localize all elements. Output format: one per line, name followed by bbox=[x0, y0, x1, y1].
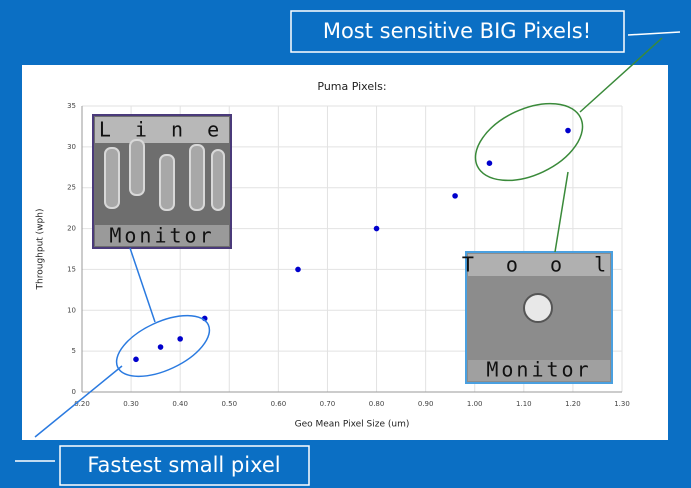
highlight-ellipse bbox=[474, 102, 584, 182]
image-band bbox=[95, 117, 229, 143]
callout-text: Fastest small pixel bbox=[87, 453, 280, 477]
highlight-ellipse bbox=[115, 314, 211, 378]
callout-box bbox=[59, 445, 310, 486]
image-label: Monitor bbox=[109, 224, 214, 248]
y-tick-label: 0 bbox=[72, 388, 76, 396]
data-point bbox=[157, 344, 164, 350]
y-axis-label: Throughput (wph) bbox=[36, 209, 46, 291]
connector bbox=[554, 171, 569, 253]
image-label: T o o l bbox=[462, 253, 616, 277]
x-tick-label: 1.10 bbox=[516, 400, 532, 408]
callout-text: Most sensitive BIG Pixels! bbox=[323, 19, 591, 43]
callout-box bbox=[290, 10, 625, 53]
x-axis-label: Geo Mean Pixel Size (um) bbox=[295, 420, 410, 430]
data-point bbox=[452, 193, 458, 199]
x-tick-label: 0.80 bbox=[369, 400, 385, 408]
image-band bbox=[468, 254, 610, 276]
image-band bbox=[468, 360, 610, 381]
plot-area: 0 5 10 15 20 25 30 35 0.20 0.30 0.40 0.50 0.60 0.70 0.… bbox=[67, 102, 630, 408]
y-tick-label: 15 bbox=[67, 265, 76, 273]
x-tick-label: 0.90 bbox=[418, 400, 434, 408]
data-point bbox=[373, 225, 380, 232]
overlays: L i n e Monitor T o o l Monitor Most sen… bbox=[15, 10, 681, 486]
x-tick-label: 1.00 bbox=[467, 400, 483, 408]
image-label: Monitor bbox=[486, 358, 591, 382]
connector bbox=[129, 247, 156, 323]
y-tick-label: 30 bbox=[67, 143, 76, 151]
x-tick-label: 1.30 bbox=[614, 400, 630, 408]
y-tick-label: 5 bbox=[72, 347, 76, 355]
x-tick-label: 0.50 bbox=[221, 400, 237, 408]
connector bbox=[579, 37, 663, 113]
x-tick-label: 0.30 bbox=[123, 400, 139, 408]
data-point bbox=[486, 160, 493, 166]
y-tick-label: 20 bbox=[67, 225, 76, 233]
connector bbox=[627, 31, 681, 36]
data-point bbox=[177, 336, 183, 342]
x-tick-label: 0.70 bbox=[320, 400, 336, 408]
data-point bbox=[133, 356, 139, 363]
y-tick-label: 25 bbox=[67, 184, 76, 192]
x-tick-label: 0.20 bbox=[74, 400, 90, 408]
chart-title: Puma Pixels: bbox=[317, 80, 386, 93]
x-tick-label: 0.40 bbox=[172, 400, 188, 408]
connector bbox=[34, 365, 123, 438]
x-tick-label: 1.20 bbox=[565, 400, 581, 408]
data-point bbox=[295, 266, 301, 273]
image-band bbox=[95, 225, 229, 246]
particle bbox=[523, 293, 553, 323]
sem-lines bbox=[104, 139, 225, 211]
data-point bbox=[565, 127, 571, 134]
y-tick-label: 10 bbox=[67, 306, 76, 314]
y-tick-label: 35 bbox=[67, 102, 76, 110]
image-label: L i n e bbox=[99, 118, 225, 142]
x-tick-label: 0.60 bbox=[271, 400, 287, 408]
